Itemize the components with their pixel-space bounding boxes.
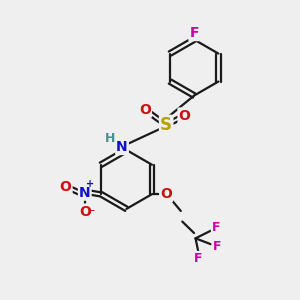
Text: N: N [79, 186, 91, 200]
Text: O: O [178, 109, 190, 122]
Text: F: F [189, 26, 199, 40]
Text: ⁻: ⁻ [88, 206, 95, 220]
Text: F: F [194, 252, 203, 265]
Text: O: O [160, 187, 172, 201]
Text: O: O [60, 180, 71, 194]
Text: F: F [212, 220, 220, 234]
Text: H: H [104, 132, 115, 145]
Text: N: N [116, 140, 128, 154]
Text: +: + [86, 179, 94, 189]
Text: S: S [160, 116, 172, 134]
Text: O: O [139, 103, 151, 117]
Text: O: O [79, 205, 91, 218]
Text: F: F [212, 240, 221, 253]
